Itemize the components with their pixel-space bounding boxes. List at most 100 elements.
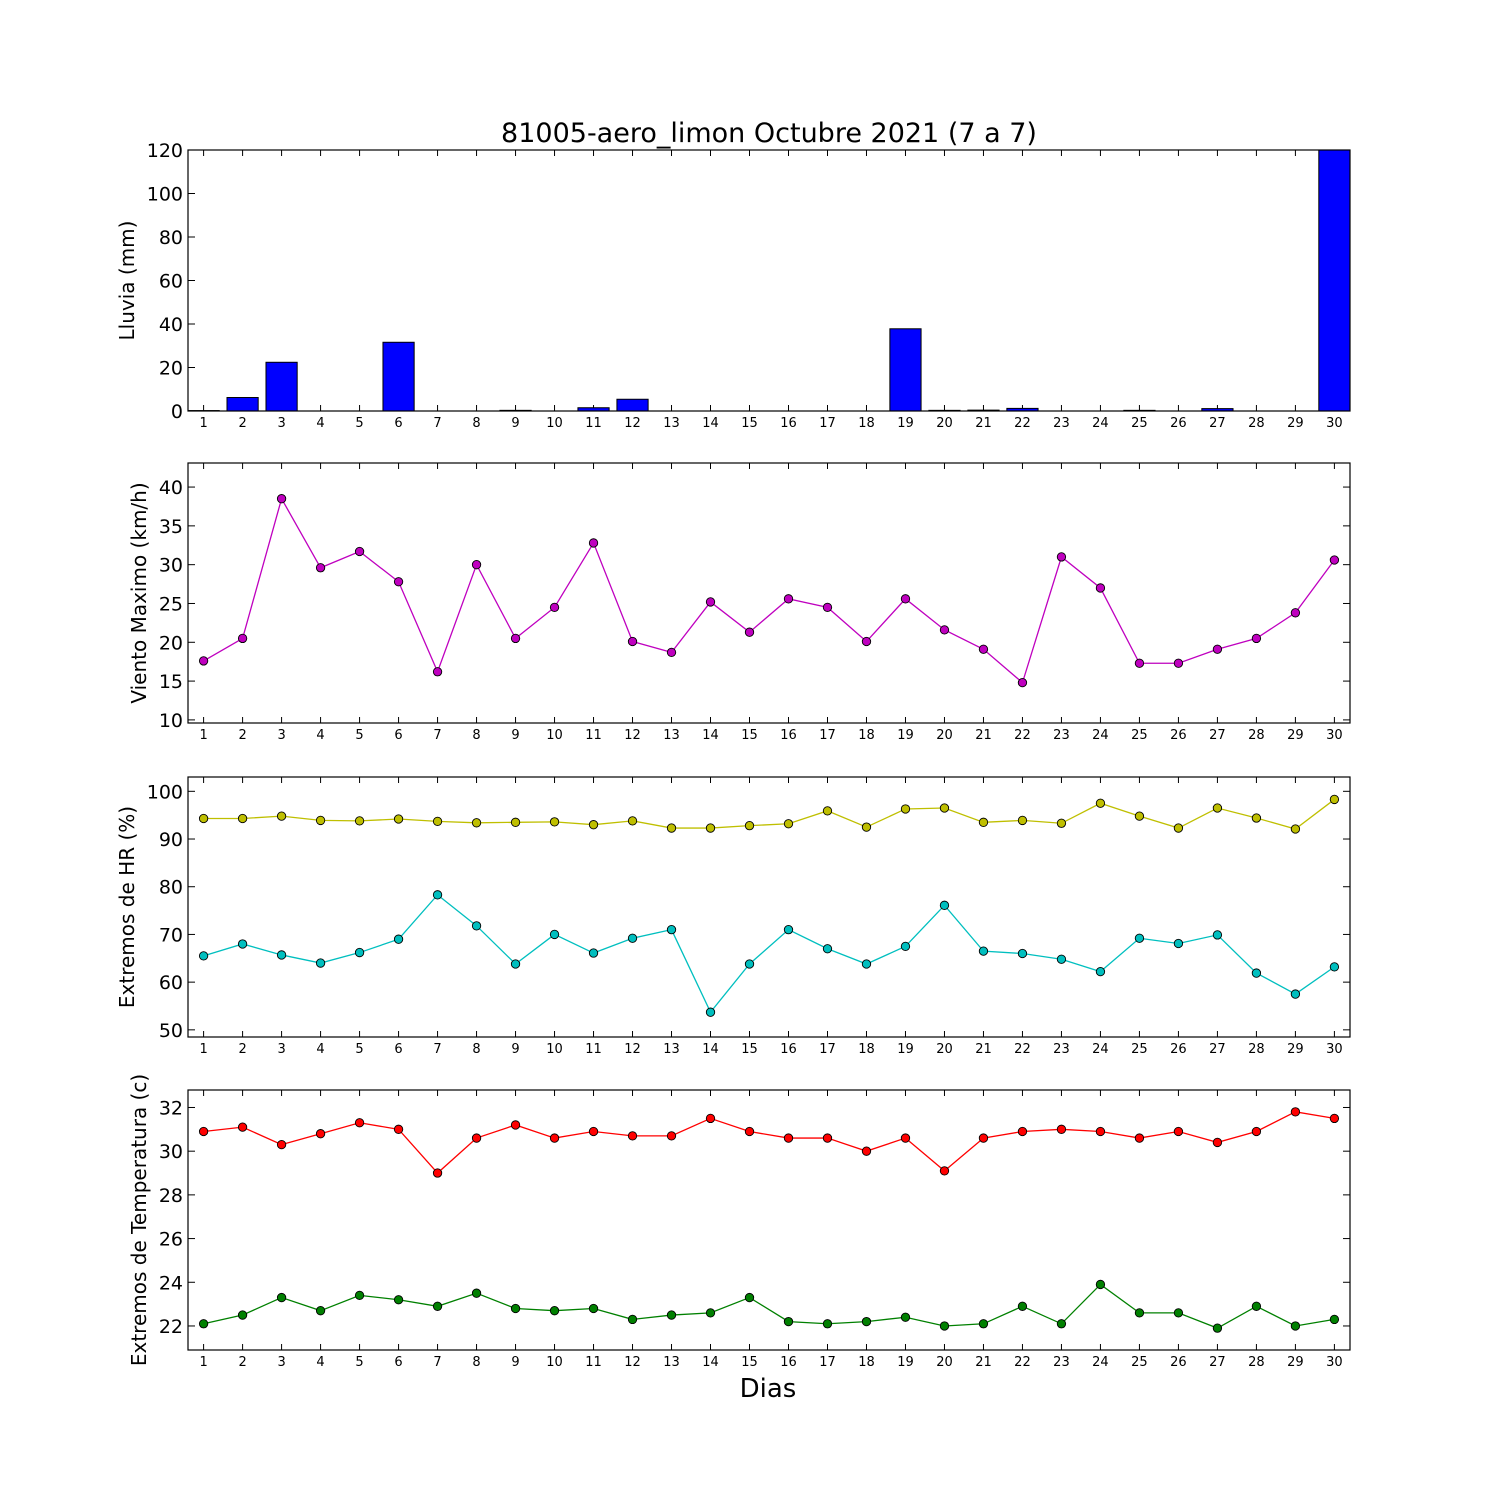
wind-point <box>315 563 326 573</box>
rain-xtick-label: 5 <box>355 416 363 431</box>
wind-xtick-label: 4 <box>316 728 324 743</box>
humidity-xtick-label: 24 <box>1092 1042 1109 1057</box>
rain-xtick-label: 24 <box>1092 416 1109 431</box>
temp_min-point <box>510 1303 521 1314</box>
temp_max-point <box>510 1120 521 1130</box>
temperature-xtick-label: 27 <box>1209 1355 1226 1370</box>
temp_min-point <box>276 1292 287 1303</box>
wind-point <box>1290 608 1301 618</box>
rain-xtick-label: 9 <box>511 416 519 431</box>
hr_max-point <box>588 820 599 830</box>
hr_max-point <box>978 817 989 827</box>
temp_max-point <box>783 1133 794 1143</box>
humidity-xtick-label: 15 <box>741 1042 758 1057</box>
humidity-xtick-label: 12 <box>624 1042 641 1057</box>
hr_min-point <box>939 900 950 910</box>
wind-point <box>1212 644 1223 654</box>
humidity-xtick-label: 28 <box>1248 1042 1265 1057</box>
wind-xtick-label: 11 <box>585 728 602 743</box>
temperature-plot-frame <box>187 1089 1351 1351</box>
temp_max-point <box>1290 1107 1301 1117</box>
temperature-xtick-label: 3 <box>277 1355 285 1370</box>
temp_max-point <box>1134 1133 1145 1143</box>
temp_min-point <box>861 1316 872 1327</box>
temp_min-point <box>1017 1301 1028 1311</box>
hr_max-point <box>1251 813 1262 823</box>
humidity-xtick-label: 7 <box>433 1042 441 1057</box>
wind-point <box>510 633 521 644</box>
hr_max-point <box>549 817 560 827</box>
temperature-xtick-label: 10 <box>546 1355 563 1370</box>
wind-xtick-label: 9 <box>511 728 519 743</box>
wind-point <box>900 594 911 604</box>
temp_min-point <box>237 1310 248 1320</box>
hr_max-point <box>1095 798 1106 808</box>
rain-xtick-label: 15 <box>741 416 758 431</box>
wind-point <box>1134 658 1145 668</box>
wind-point <box>783 594 794 604</box>
rain-y-axis-label: Lluvia (mm) <box>115 221 139 341</box>
temperature-xtick-label: 30 <box>1326 1355 1343 1370</box>
hr_max-point <box>471 818 482 828</box>
temperature-ytick-label: 22 <box>159 1316 183 1338</box>
wind-xtick-label: 20 <box>936 728 953 743</box>
temperature-xtick-label: 26 <box>1170 1355 1187 1370</box>
hr_min-point <box>705 1007 716 1017</box>
temp_min-point <box>1173 1308 1184 1318</box>
wind-point <box>1329 555 1340 565</box>
hr_max-point <box>783 819 794 829</box>
wind-point <box>939 625 950 635</box>
temp_max-point <box>1017 1126 1028 1137</box>
hr_min-point <box>510 959 521 969</box>
temperature-xtick-label: 6 <box>394 1355 402 1370</box>
wind-xtick-label: 1 <box>199 728 207 743</box>
wind-ytick-label: 35 <box>159 516 183 538</box>
rain-ytick-label: 20 <box>159 358 183 380</box>
rain-ytick-label: 80 <box>159 227 183 249</box>
temp_min-point <box>705 1308 716 1318</box>
temp_min-point <box>939 1321 950 1331</box>
temp_max-point <box>744 1126 755 1137</box>
temperature-xtick-label: 15 <box>741 1355 758 1370</box>
hr_max-point <box>1056 818 1067 828</box>
hr_max-point <box>510 817 521 827</box>
temperature-xtick-label: 4 <box>316 1355 324 1370</box>
rain-xtick-label: 20 <box>936 416 953 431</box>
hr_min-line <box>203 893 1335 1014</box>
wind-xtick-label: 17 <box>819 728 836 743</box>
temperature-y-axis-label: Extremos de Temperatura (c) <box>127 1074 151 1366</box>
humidity-xtick-label: 18 <box>858 1042 875 1057</box>
hr_min-point <box>744 959 755 969</box>
temp_max-point <box>666 1131 677 1141</box>
wind-xtick-label: 10 <box>546 728 563 743</box>
rain-ytick-label: 40 <box>159 314 183 336</box>
temperature-ytick-label: 26 <box>159 1229 183 1251</box>
wind-point <box>861 636 872 647</box>
temp_max-point <box>549 1133 560 1143</box>
rain-plot-frame <box>187 149 1351 412</box>
hr_min-point <box>1290 989 1301 999</box>
wind-plot-frame <box>187 462 1351 724</box>
humidity-xtick-label: 30 <box>1326 1042 1343 1057</box>
wind-xtick-label: 19 <box>897 728 914 743</box>
wind-ytick-label: 10 <box>159 710 183 732</box>
temperature-ytick-label: 24 <box>159 1272 183 1294</box>
hr_max-point <box>354 816 365 826</box>
temperature-xtick-label: 9 <box>511 1355 519 1370</box>
rain-bar <box>226 397 259 412</box>
temperature-xtick-label: 16 <box>780 1355 797 1370</box>
hr_max-point <box>1212 803 1223 813</box>
humidity-xtick-label: 1 <box>199 1042 207 1057</box>
hr_max-point <box>666 823 677 833</box>
temp_max-point <box>315 1129 326 1139</box>
temp_min-point <box>393 1295 404 1305</box>
wind-xtick-label: 18 <box>858 728 875 743</box>
wind-xtick-label: 28 <box>1248 728 1265 743</box>
wind-point <box>744 627 755 637</box>
temperature-xtick-label: 17 <box>819 1355 836 1370</box>
wind-xtick-label: 14 <box>702 728 719 743</box>
hr_min-point <box>1017 948 1028 959</box>
